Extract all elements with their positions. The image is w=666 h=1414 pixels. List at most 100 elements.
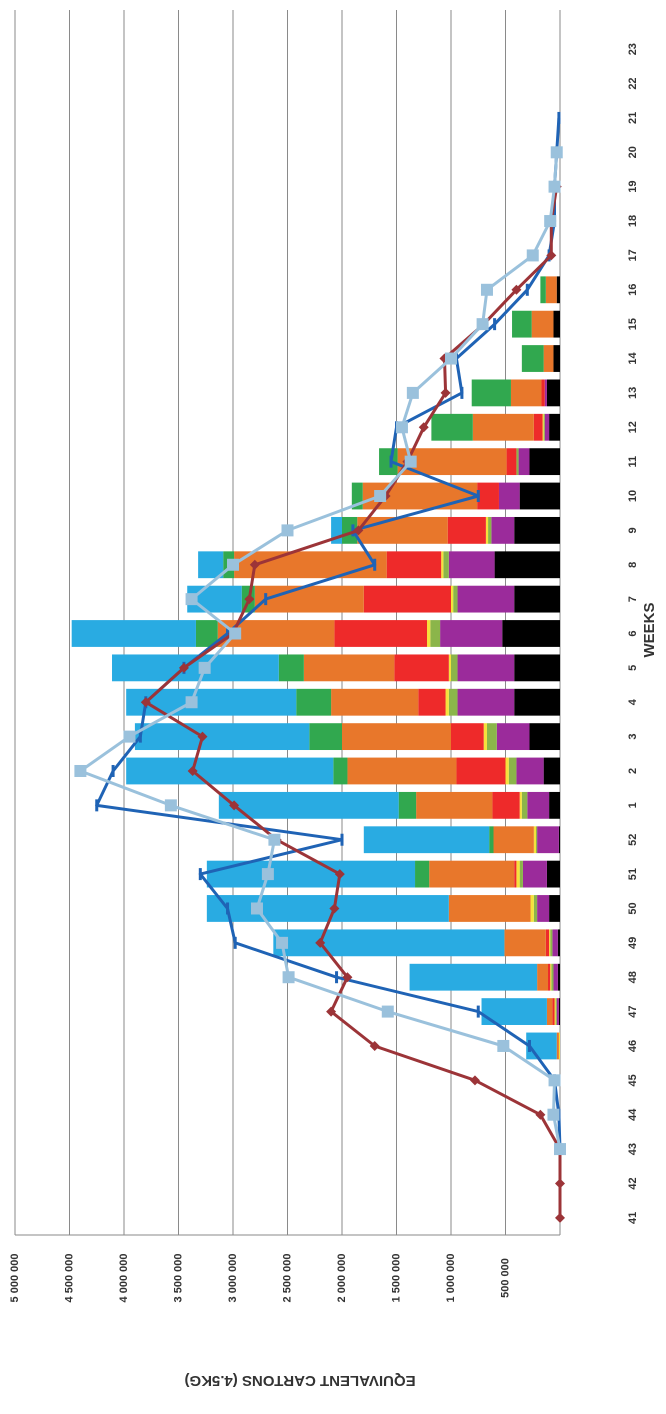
data-point-square — [395, 421, 408, 434]
week-tick-label: 46 — [627, 1040, 639, 1052]
y-axis-label: EQUIVALENT CARTONS (4.5KG) — [184, 1372, 415, 1389]
bar-segment — [471, 379, 511, 407]
bar-segment — [505, 757, 509, 785]
week-tick-label: 3 — [627, 734, 639, 740]
data-point-square — [250, 902, 263, 915]
week-tick-label: 16 — [627, 284, 639, 296]
bar-segment — [516, 757, 544, 785]
bar-segment — [331, 688, 419, 716]
bar-segment — [486, 723, 497, 751]
data-point-square — [282, 971, 295, 984]
data-point-square — [554, 1143, 566, 1156]
data-point-dash — [460, 386, 464, 399]
data-point-square — [381, 1005, 394, 1018]
bar-segment — [554, 998, 556, 1025]
week-tick-label: 13 — [627, 387, 639, 399]
data-point-square — [497, 1039, 510, 1052]
bar-segment — [543, 345, 554, 372]
bar-segment — [555, 998, 557, 1025]
bar-segment — [558, 998, 560, 1025]
bar-segment — [516, 860, 520, 888]
bar-segment — [514, 516, 560, 544]
data-point-dash — [527, 1039, 531, 1052]
value-tick-label: 1 000 000 — [445, 1254, 457, 1303]
data-point-diamond — [140, 697, 151, 708]
bar-segment — [483, 723, 487, 751]
bar-segment — [552, 998, 555, 1025]
data-point-diamond — [229, 800, 240, 811]
bar-segment — [351, 482, 363, 510]
bar-segment — [519, 791, 522, 819]
data-point-square — [268, 833, 281, 846]
week-tick-label: 17 — [627, 249, 639, 261]
bar-segment — [472, 413, 534, 441]
data-point-square — [547, 1108, 560, 1121]
bar-segment — [542, 413, 544, 441]
week-tick-label: 48 — [627, 971, 639, 983]
data-point-diamond — [440, 387, 451, 398]
bar-segment — [521, 345, 544, 372]
week-tick-label: 42 — [627, 1177, 639, 1189]
data-point-diamond — [418, 422, 429, 433]
bar-segment — [544, 413, 550, 441]
data-point-diamond — [555, 1212, 565, 1223]
bar-segment — [537, 895, 550, 922]
bar-segment — [548, 963, 551, 991]
data-point-dash — [264, 593, 268, 606]
data-point-square — [480, 283, 493, 296]
bar-segment — [558, 826, 560, 854]
bar-segment — [489, 826, 494, 854]
bar-segment — [492, 791, 520, 819]
bar-segment — [546, 860, 560, 888]
data-point-square — [550, 146, 563, 159]
week-tick-label: 4 — [627, 698, 639, 705]
data-point-dash — [389, 455, 393, 468]
bar-segment — [206, 895, 449, 922]
value-tick-label: 4 000 000 — [118, 1254, 130, 1303]
data-point-diamond — [187, 765, 198, 776]
bar-segment — [363, 585, 451, 613]
data-point-diamond — [469, 1075, 480, 1086]
bar-segment — [529, 448, 560, 476]
bar-segment — [533, 826, 537, 854]
data-point-dash — [233, 936, 237, 949]
value-tick-label: 3 000 000 — [227, 1254, 239, 1303]
week-tick-label: 6 — [627, 630, 639, 636]
data-point-dash — [138, 730, 142, 743]
data-point-square — [261, 868, 274, 881]
bar-segment — [541, 379, 545, 407]
bar-segment — [71, 620, 196, 647]
bar-segment — [549, 895, 560, 922]
bar-segment — [522, 860, 547, 888]
bar-segment — [533, 895, 538, 922]
week-tick-label: 22 — [627, 77, 639, 89]
bar-segment — [514, 860, 517, 888]
week-tick-label: 19 — [627, 181, 639, 193]
bar-segment — [448, 688, 458, 716]
week-tick-label: 9 — [627, 527, 639, 533]
data-point-dash — [557, 111, 561, 124]
bar-segment — [453, 585, 458, 613]
data-point-square — [526, 249, 539, 262]
data-point-diamond — [315, 937, 326, 948]
bar-segment — [518, 448, 530, 476]
week-tick-label: 51 — [627, 868, 639, 880]
week-tick-label: 2 — [627, 768, 639, 774]
bar-segment — [303, 654, 395, 682]
bar-segment — [556, 998, 559, 1025]
x-axis-label: WEEKS — [641, 602, 658, 657]
data-point-square — [404, 455, 417, 468]
bar-segment — [550, 963, 552, 991]
week-tick-label: 14 — [627, 352, 639, 365]
bar-segment — [218, 791, 399, 819]
bar-segment — [498, 482, 520, 510]
data-point-square — [164, 799, 177, 812]
data-point-square — [476, 318, 489, 331]
week-tick-label: 23 — [627, 43, 639, 55]
week-tick-label: 15 — [627, 318, 639, 330]
bar-segment — [533, 413, 543, 441]
bar-segment — [198, 551, 224, 579]
bar-segment — [510, 379, 542, 407]
week-tick-label: 44 — [627, 1108, 639, 1121]
bar-segment — [545, 929, 550, 957]
